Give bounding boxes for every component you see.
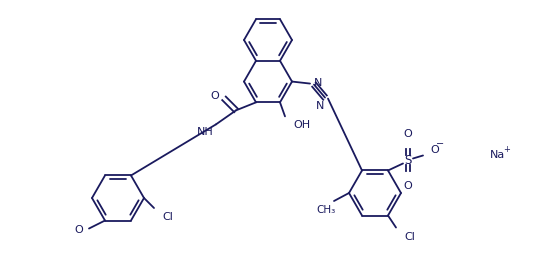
Text: O: O (430, 146, 439, 156)
Text: −: − (436, 140, 444, 150)
Text: N: N (315, 101, 324, 111)
Text: Na: Na (490, 150, 505, 160)
Text: +: + (503, 144, 510, 153)
Text: O: O (210, 91, 219, 101)
Text: S: S (405, 154, 412, 167)
Text: CH₃: CH₃ (317, 205, 336, 215)
Text: NH: NH (197, 127, 214, 137)
Text: N: N (314, 78, 323, 88)
Text: OH: OH (293, 120, 310, 130)
Text: Cl: Cl (404, 231, 415, 242)
Text: O: O (403, 129, 412, 140)
Text: O: O (403, 181, 412, 191)
Text: O: O (74, 224, 83, 234)
Text: Cl: Cl (162, 212, 173, 222)
